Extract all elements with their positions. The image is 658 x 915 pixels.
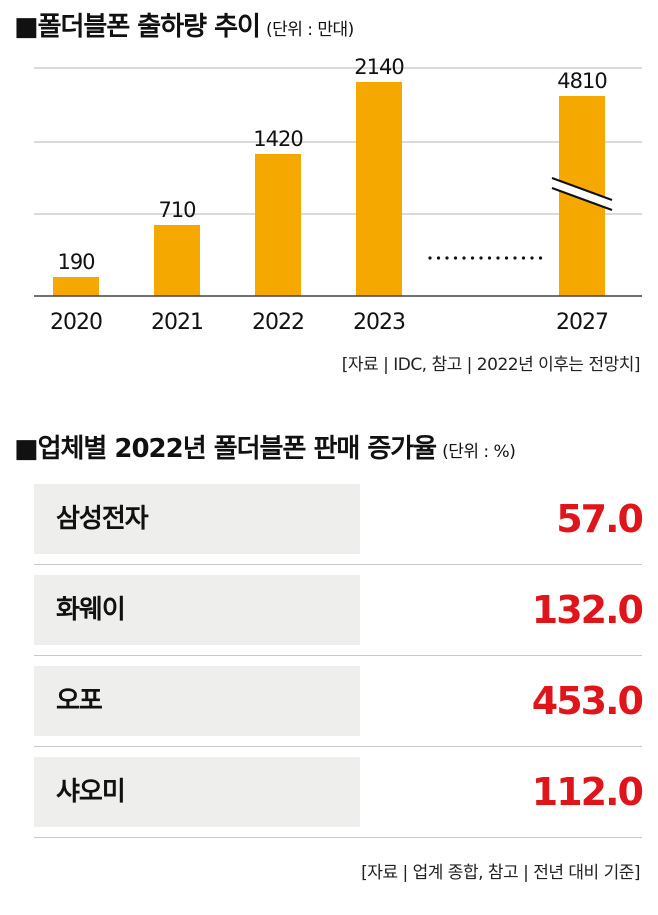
x-tick-label: 2021 [151,310,203,335]
bar [53,277,99,296]
table-title: ■업체별 2022년 폴더블폰 판매 증가율 (단위 : %) [14,428,516,465]
company-name: 삼성전자 [56,504,149,534]
axis-break-line [551,177,613,201]
chart-title-text: ■폴더블폰 출하량 추이 [14,12,261,42]
table-row: 오포 453.0 [34,666,644,747]
ellipsis-dot [470,256,475,260]
bar-value-label: 2140 [354,55,403,79]
x-tick-label: 2022 [252,310,304,335]
x-tick-label: 2027 [556,310,608,335]
ellipsis-dot [479,256,483,260]
bar-value-label: 190 [57,250,94,274]
company-name: 샤오미 [56,777,126,807]
row-divider [34,746,642,747]
growth-value: 453.0 [531,679,644,723]
growth-value: 57.0 [556,497,644,541]
x-tick-label: 2020 [50,310,102,335]
row-label-box [34,484,360,554]
growth-table: 삼성전자 57.0 화웨이 132.0 오포 453.0 샤오미 112.0 [34,484,644,848]
table-row: 삼성전자 57.0 [34,484,644,565]
bar-value-label: 710 [158,198,195,222]
table-title-text: ■업체별 2022년 폴더블폰 판매 증가율 [14,434,437,464]
growth-value: 132.0 [531,588,644,632]
row-label-box [34,757,360,827]
axis-break-gap [552,178,612,210]
ellipsis-dot [445,256,449,260]
ellipsis-dot [538,256,543,260]
table-row: 화웨이 132.0 [34,575,644,656]
row-divider [34,655,642,656]
bar [255,154,301,296]
bar-value-label: 1420 [253,127,302,151]
shipment-bar-chart: 190 2020 710 2021 1420 2022 2140 2023 4810 2027 [34,55,642,335]
chart-title: ■폴더블폰 출하량 추이 (단위 : 만대) [14,6,354,43]
company-name: 오포 [56,686,103,716]
ellipsis-dot [530,256,534,260]
row-divider [34,564,642,565]
ellipsis-dot [436,256,441,260]
chart-source: [자료 | IDC, 참고 | 2022년 이후는 전망치] [341,355,641,375]
ellipsis-dot [462,256,466,260]
chart-unit: (단위 : 만대) [265,20,354,40]
bar-value-label: 4810 [557,69,606,93]
table-source: [자료 | 업계 종합, 참고 | 전년 대비 기준] [361,863,640,883]
axis-break-line [551,187,613,211]
ellipsis-dot [521,256,526,260]
row-divider [34,837,642,838]
company-name: 화웨이 [56,595,126,625]
row-label-box [34,575,360,645]
growth-value: 112.0 [531,770,644,814]
table-row: 샤오미 112.0 [34,757,644,838]
ellipsis-dot [496,256,500,260]
x-tick-label: 2023 [353,310,405,335]
row-label-box [34,666,360,736]
bar [154,225,200,296]
table-unit: (단위 : %) [442,442,516,462]
bar [356,82,402,296]
ellipsis-dot [487,256,492,260]
ellipsis-dot [513,256,517,260]
ellipsis-dot [428,256,432,260]
ellipsis-dot [504,256,509,260]
ellipsis-dot [453,256,458,260]
